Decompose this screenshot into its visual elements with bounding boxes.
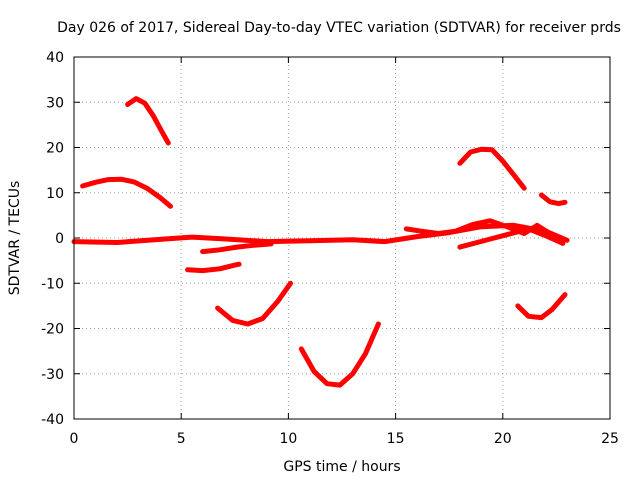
y-tick-label: 40: [46, 50, 64, 66]
chart-title: Day 026 of 2017, Sidereal Day-to-day VTE…: [57, 20, 621, 36]
plot-frame: [73, 56, 611, 420]
x-tick-label: 20: [494, 431, 512, 447]
x-tick-label: 15: [387, 431, 405, 447]
x-tick-label: 25: [601, 431, 619, 447]
series-sat-h: [403, 218, 566, 245]
series-sat-f: [215, 280, 293, 327]
series-sat-j: [538, 192, 568, 207]
y-tick-label: 30: [46, 95, 64, 111]
series-sat-a: [125, 96, 171, 146]
series-sat-b: [80, 176, 173, 209]
data-series: [71, 96, 570, 388]
x-axis-label: GPS time / hours: [283, 459, 400, 475]
series-sat-k: [515, 292, 568, 321]
x-tick-label: 10: [279, 431, 297, 447]
y-tick-label: -30: [41, 367, 64, 383]
y-tick-label: 10: [46, 186, 64, 202]
x-tick-label: 5: [177, 431, 186, 447]
x-tick-label: 0: [70, 431, 79, 447]
series-sat-e: [185, 261, 242, 274]
y-tick-label: 20: [46, 141, 64, 157]
y-tick-label: 0: [55, 231, 64, 247]
series-sat-l: [457, 226, 566, 250]
series-sat-d: [200, 241, 274, 255]
series-sat-g: [298, 321, 381, 388]
y-tick-label: -20: [41, 322, 64, 338]
y-tick-label: -10: [41, 276, 64, 292]
y-tick-label: -40: [41, 412, 64, 428]
axis-ticks: 0 5 10 15 20 25 -40 -30 -20 -10 0 10 20 30 40: [41, 50, 619, 447]
y-axis-label: SDTVAR / TECUs: [7, 181, 23, 296]
series-sat-i: [457, 146, 527, 191]
